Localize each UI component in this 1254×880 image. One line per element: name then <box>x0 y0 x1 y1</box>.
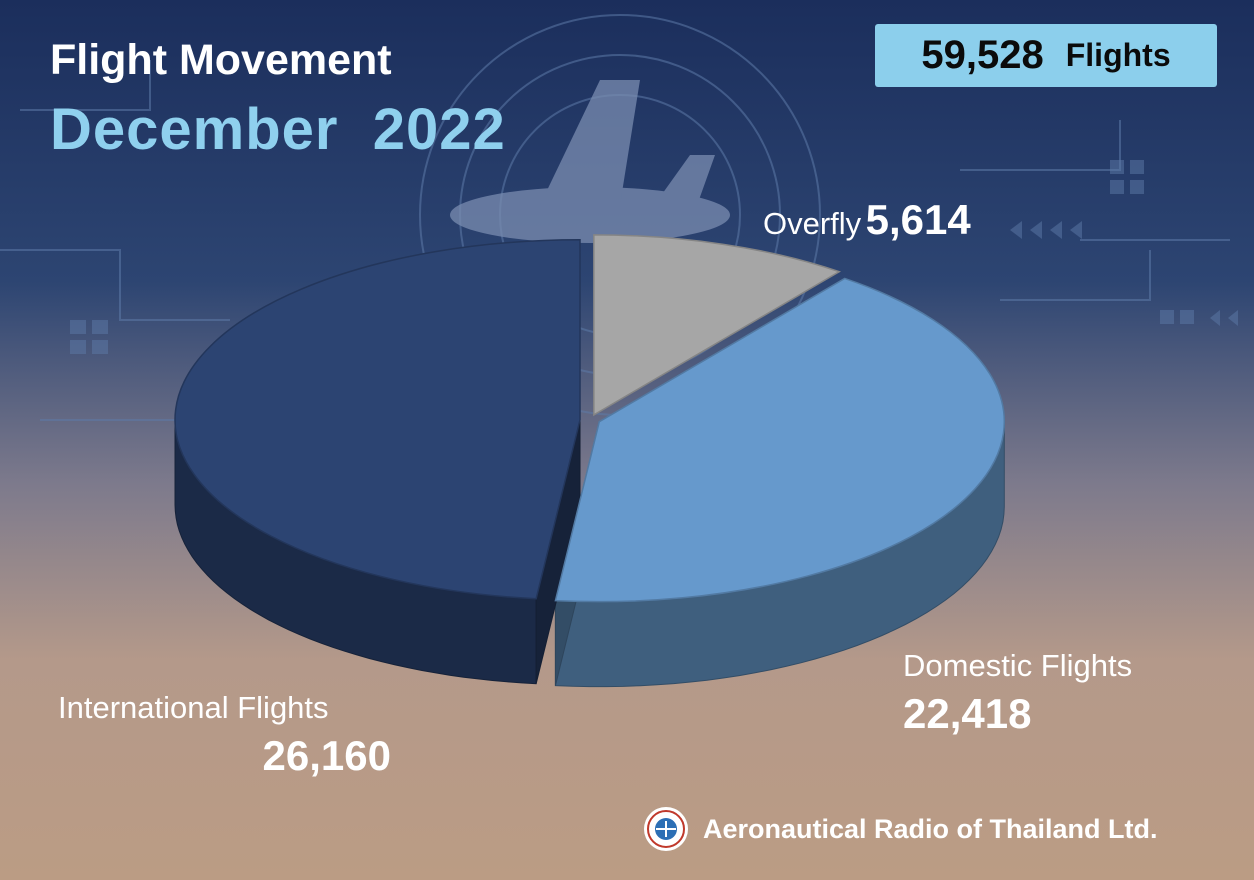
chevron-decoration-icon <box>1010 221 1238 326</box>
chart-period: December 2022 <box>50 97 506 162</box>
pie-slice-international <box>174 239 581 600</box>
domestic-label: Domestic Flights 22,418 <box>903 648 1132 738</box>
pie-slice-domestic <box>554 277 1006 603</box>
international-label-value: 26,160 <box>262 732 391 779</box>
footer: Aeronautical Radio of Thailand Ltd. <box>643 806 1158 852</box>
international-label-name: International Flights <box>58 690 329 725</box>
airplane-silhouette-icon <box>450 80 730 243</box>
total-unit: Flights <box>1065 37 1171 73</box>
pie-slice-overfly <box>593 234 842 417</box>
total-value: 59,528 <box>921 33 1044 77</box>
overfly-label-name: Overfly <box>763 206 862 241</box>
aerothai-seal-icon <box>644 807 688 851</box>
domestic-label-name: Domestic Flights <box>903 648 1133 683</box>
overfly-label-value: 5,614 <box>865 196 971 243</box>
overfly-label: Overfly 5,614 <box>763 196 971 244</box>
chart-title: Flight Movement <box>50 36 392 84</box>
domestic-label-value: 22,418 <box>903 690 1032 737</box>
organization-name: Aeronautical Radio of Thailand Ltd. <box>703 813 1158 844</box>
total-badge: 59,528 Flights <box>875 24 1217 87</box>
international-label: International Flights 26,160 <box>58 690 391 780</box>
